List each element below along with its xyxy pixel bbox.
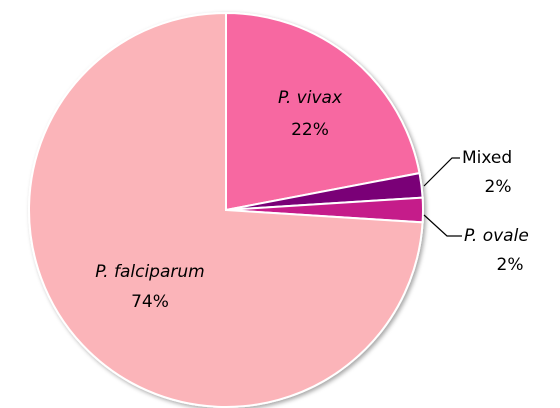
- pie-slice: [28, 11, 424, 408]
- value-label: 2%: [497, 255, 524, 275]
- leader-line: [423, 214, 462, 237]
- value-label: 74%: [131, 292, 169, 312]
- value-label: 22%: [291, 120, 329, 140]
- slice-label: P. vivax: [278, 88, 343, 108]
- slice-label: P. ovale: [464, 226, 529, 246]
- value-label: 2%: [485, 177, 512, 197]
- pie: [28, 11, 424, 408]
- leader-line: [423, 157, 460, 187]
- slice-label: Mixed: [462, 148, 512, 168]
- pie-slice: [225, 11, 421, 212]
- slice-label: P. falciparum: [95, 262, 204, 282]
